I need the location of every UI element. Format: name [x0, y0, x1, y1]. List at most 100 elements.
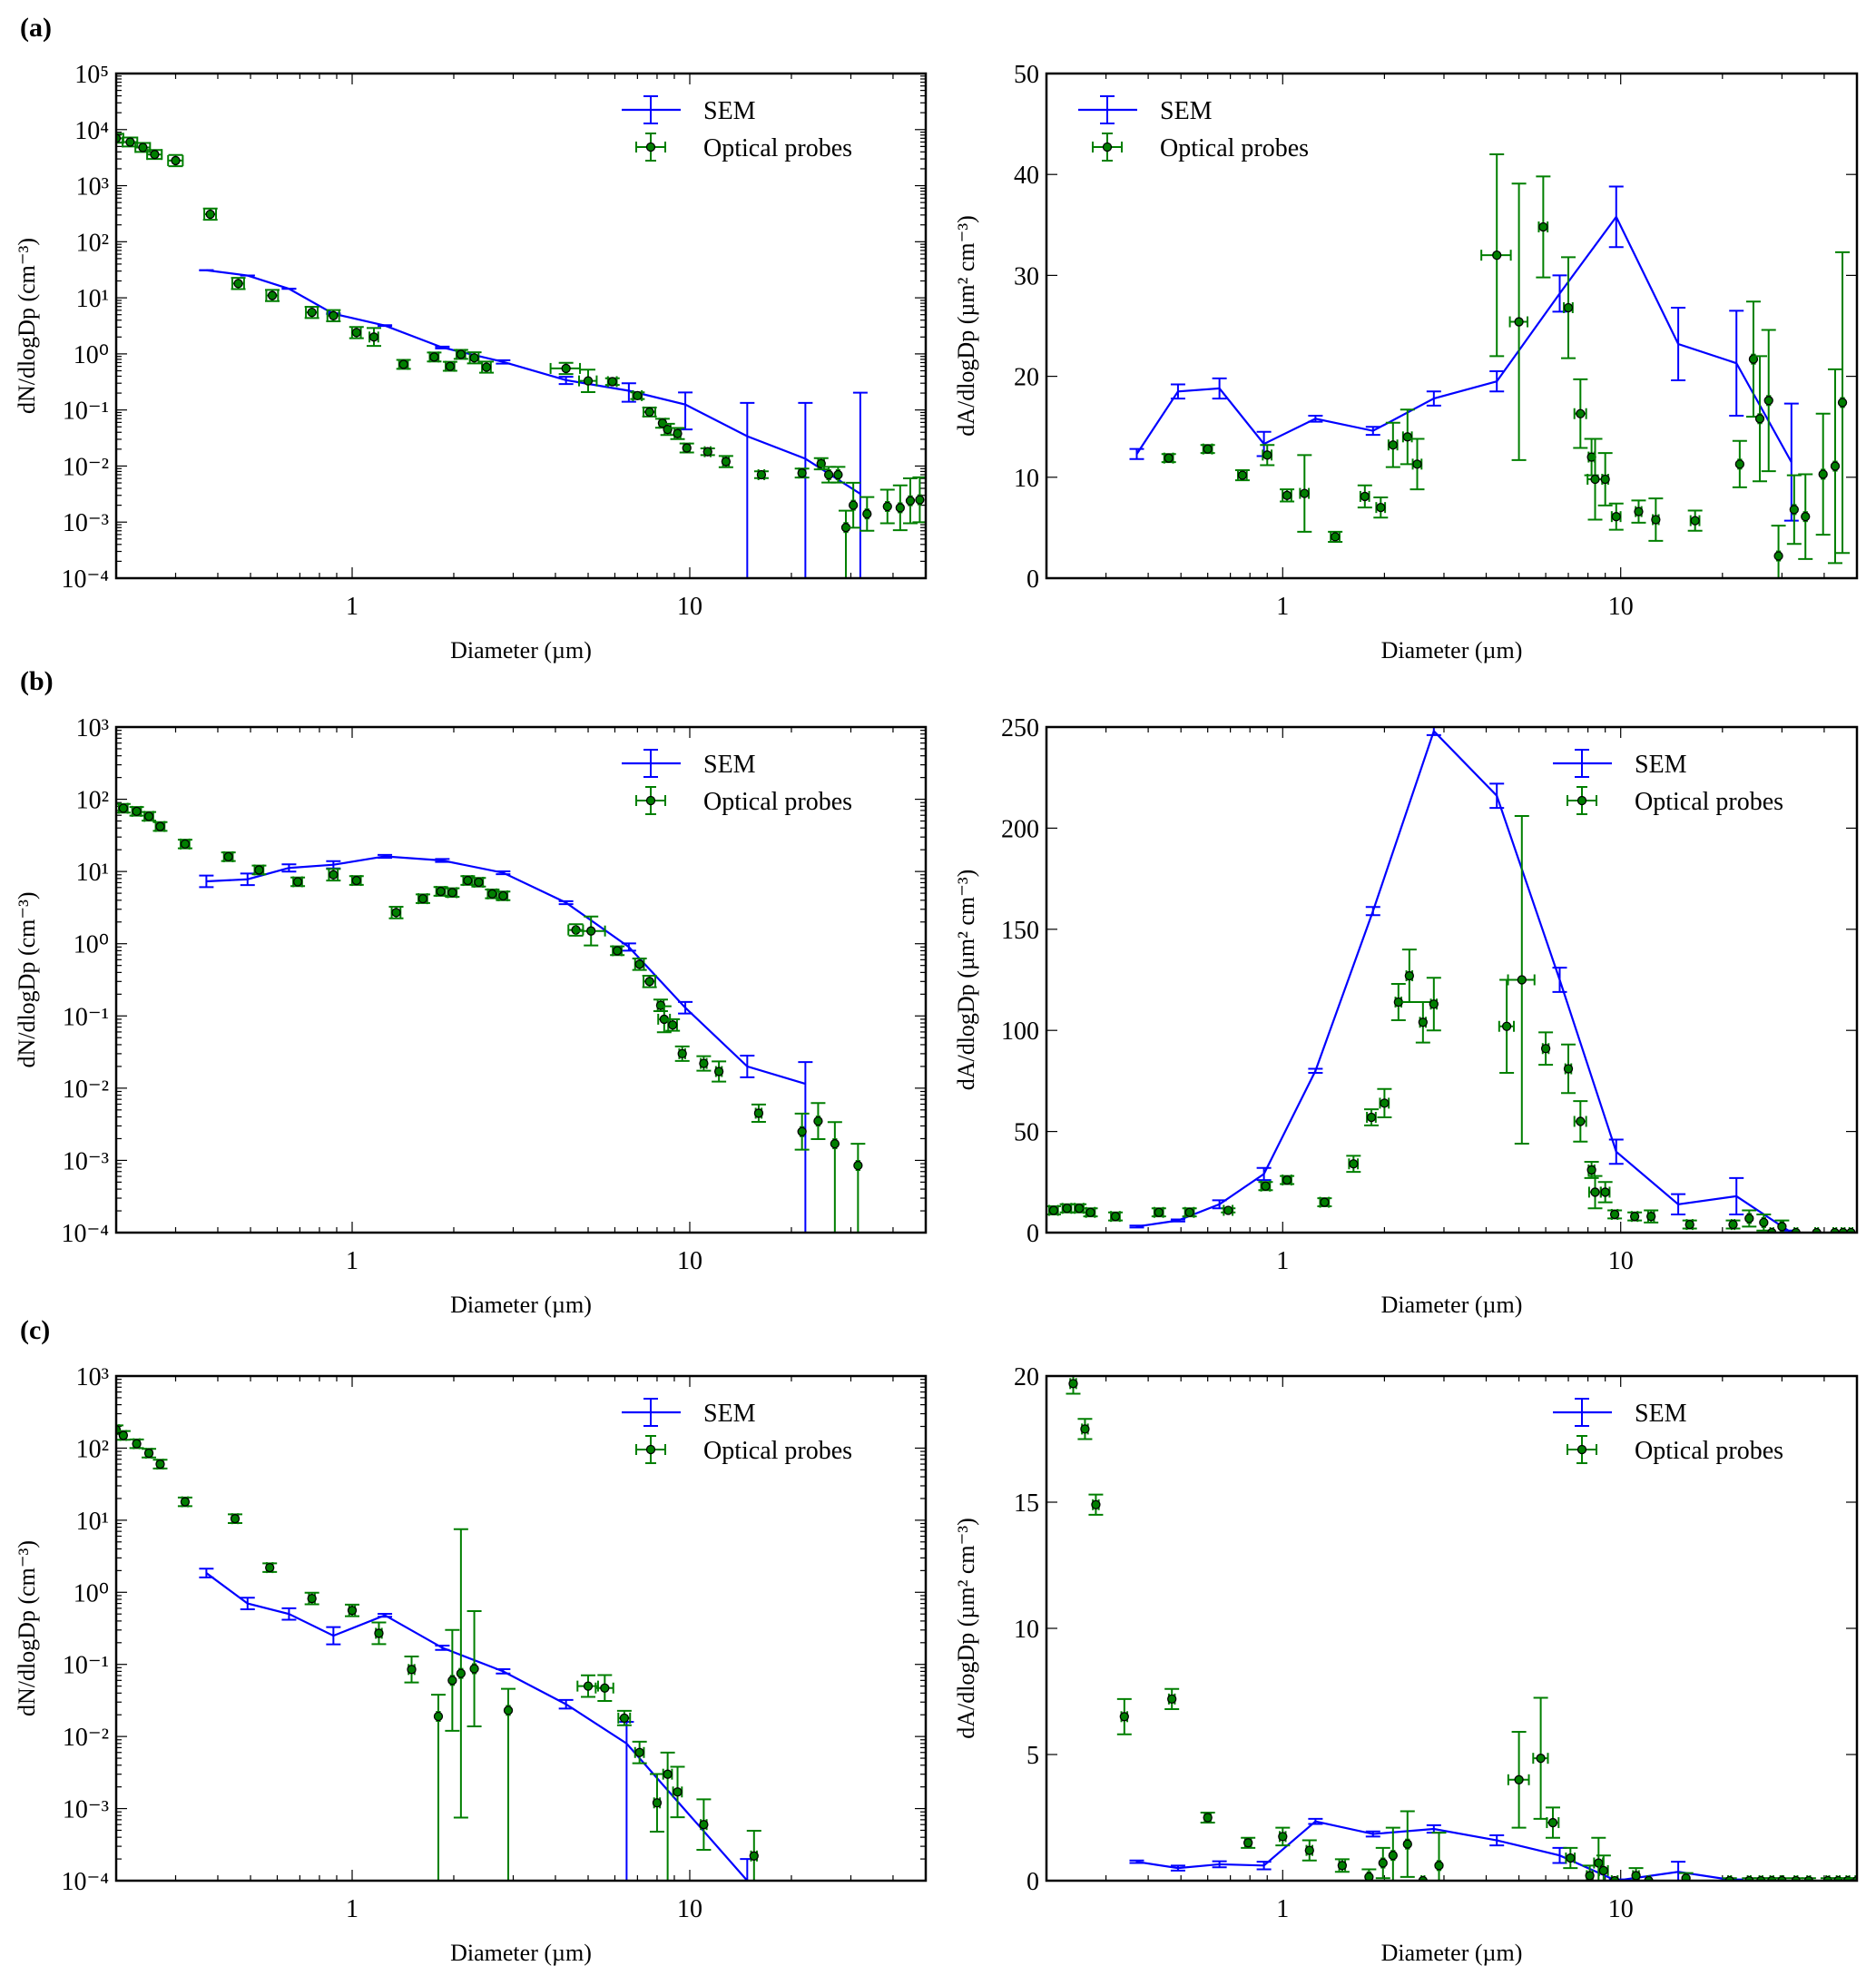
optical-marker	[1600, 1187, 1610, 1197]
optical-point	[1258, 1180, 1273, 1192]
y-tick-label: 40	[1014, 162, 1039, 190]
optical-point	[879, 488, 895, 525]
sem-point	[1608, 185, 1624, 249]
optical-marker	[474, 877, 484, 888]
y-tick-label: 10⁵	[74, 61, 109, 89]
optical-point	[1088, 1493, 1104, 1516]
y-tick-label: 15	[1014, 1489, 1039, 1518]
legend-label-sem: SEM	[1635, 751, 1687, 779]
y-tick-label: 10⁻²	[63, 1076, 109, 1104]
optical-point	[746, 1830, 761, 1881]
optical-marker	[456, 1668, 467, 1678]
optical-marker	[1830, 461, 1841, 471]
optical-point	[1532, 1696, 1549, 1820]
optical-point	[116, 802, 131, 814]
optical-marker	[150, 150, 160, 160]
optical-point	[1364, 1108, 1380, 1126]
optical-marker	[1538, 221, 1548, 232]
sem-point	[240, 1597, 255, 1610]
optical-marker	[600, 1683, 610, 1693]
y-tick-label: 10⁻³	[63, 1147, 109, 1175]
optical-point	[1627, 1211, 1643, 1223]
optical-point	[479, 360, 495, 374]
optical-marker	[1412, 459, 1422, 469]
optical-marker	[155, 1459, 165, 1470]
optical-point	[1234, 469, 1250, 482]
optical-marker	[463, 875, 473, 886]
optical-marker	[1091, 1499, 1101, 1509]
sem-point	[1129, 1224, 1144, 1229]
legend-label-sem: SEM	[703, 751, 756, 779]
legend-optical-marker-icon	[1576, 1444, 1587, 1455]
optical-point	[1644, 1209, 1659, 1224]
optical-point	[1328, 530, 1343, 543]
y-tick-label: 10³	[76, 173, 109, 202]
optical-point	[1597, 1181, 1613, 1204]
y-tick-label: 10²	[76, 229, 109, 257]
optical-point	[1584, 437, 1599, 477]
sem-series	[199, 269, 868, 578]
optical-marker	[644, 407, 654, 418]
optical-marker	[668, 1020, 678, 1030]
optical-marker	[1818, 469, 1828, 479]
optical-point	[122, 136, 139, 148]
optical-point	[604, 376, 620, 388]
optical-marker	[503, 1706, 514, 1715]
optical-marker	[797, 1126, 807, 1136]
x-tick-label: 10	[677, 1895, 702, 1923]
optical-point	[177, 838, 192, 850]
sem-point	[1308, 414, 1323, 423]
optical-marker	[1600, 474, 1610, 485]
chart-a-area: 1 10 0 10 20 30 40 50 Diameter (µm) dA/dlogDp (µm…	[953, 61, 1859, 664]
optical-marker	[1243, 1838, 1253, 1848]
optical-point	[850, 1143, 866, 1233]
sem-point	[852, 391, 868, 578]
optical-marker	[1388, 1851, 1398, 1861]
optical-point	[152, 1459, 168, 1470]
optical-point	[575, 915, 606, 947]
optical-marker	[848, 500, 859, 510]
sem-line	[205, 1572, 749, 1881]
x-tick-label: 1	[346, 593, 359, 621]
legend: SEM Optical probes	[622, 95, 852, 162]
y-tick-label: 30	[1014, 262, 1039, 290]
legend-label-optical: Optical probes	[1160, 134, 1309, 162]
optical-marker	[895, 503, 905, 513]
optical-point	[632, 1740, 647, 1764]
sem-point	[1426, 390, 1441, 407]
optical-marker	[265, 1562, 275, 1573]
optical-marker	[1418, 1017, 1428, 1027]
optical-point	[1563, 1846, 1578, 1870]
optical-point	[1573, 378, 1588, 449]
optical-marker	[816, 458, 826, 469]
sem-point	[1308, 1067, 1323, 1074]
optical-marker	[583, 1681, 594, 1691]
optical-marker	[663, 424, 673, 435]
optical-point	[1538, 1031, 1554, 1067]
optical-marker	[329, 870, 339, 880]
optical-point	[1561, 1043, 1576, 1095]
optical-point	[453, 349, 468, 360]
legend-optical-marker-icon	[645, 142, 656, 152]
optical-point	[830, 466, 846, 484]
legend-label-optical: Optical probes	[703, 134, 852, 162]
y-axis-label: dA/dlogDp (µm² cm⁻³)	[953, 1518, 979, 1739]
optical-point	[1678, 1872, 1694, 1881]
optical-marker	[1631, 1871, 1641, 1881]
optical-marker	[1261, 1181, 1271, 1191]
optical-marker	[862, 509, 872, 519]
x-tick-label: 1	[1276, 1247, 1289, 1275]
y-tick-label: 10¹	[76, 859, 109, 887]
optical-marker	[673, 1787, 683, 1797]
optical-marker	[1402, 1839, 1412, 1849]
optical-marker	[1734, 459, 1745, 469]
y-tick-label: 100	[1001, 1017, 1039, 1046]
optical-marker	[1759, 1217, 1769, 1228]
sem-point	[1489, 1833, 1505, 1847]
optical-point	[1072, 1203, 1087, 1214]
optical-point	[1116, 1697, 1132, 1735]
optical-marker	[915, 495, 925, 505]
optical-marker	[267, 290, 278, 300]
